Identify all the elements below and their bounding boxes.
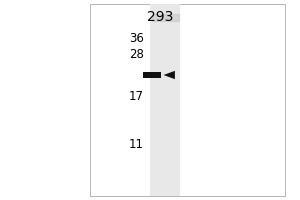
- FancyBboxPatch shape: [90, 4, 285, 196]
- Text: 36: 36: [129, 31, 144, 45]
- Text: 17: 17: [129, 90, 144, 102]
- Text: 28: 28: [129, 47, 144, 60]
- FancyBboxPatch shape: [142, 72, 160, 78]
- Polygon shape: [164, 71, 175, 79]
- Text: 293: 293: [147, 10, 174, 24]
- FancyBboxPatch shape: [150, 4, 180, 196]
- Text: 11: 11: [129, 138, 144, 150]
